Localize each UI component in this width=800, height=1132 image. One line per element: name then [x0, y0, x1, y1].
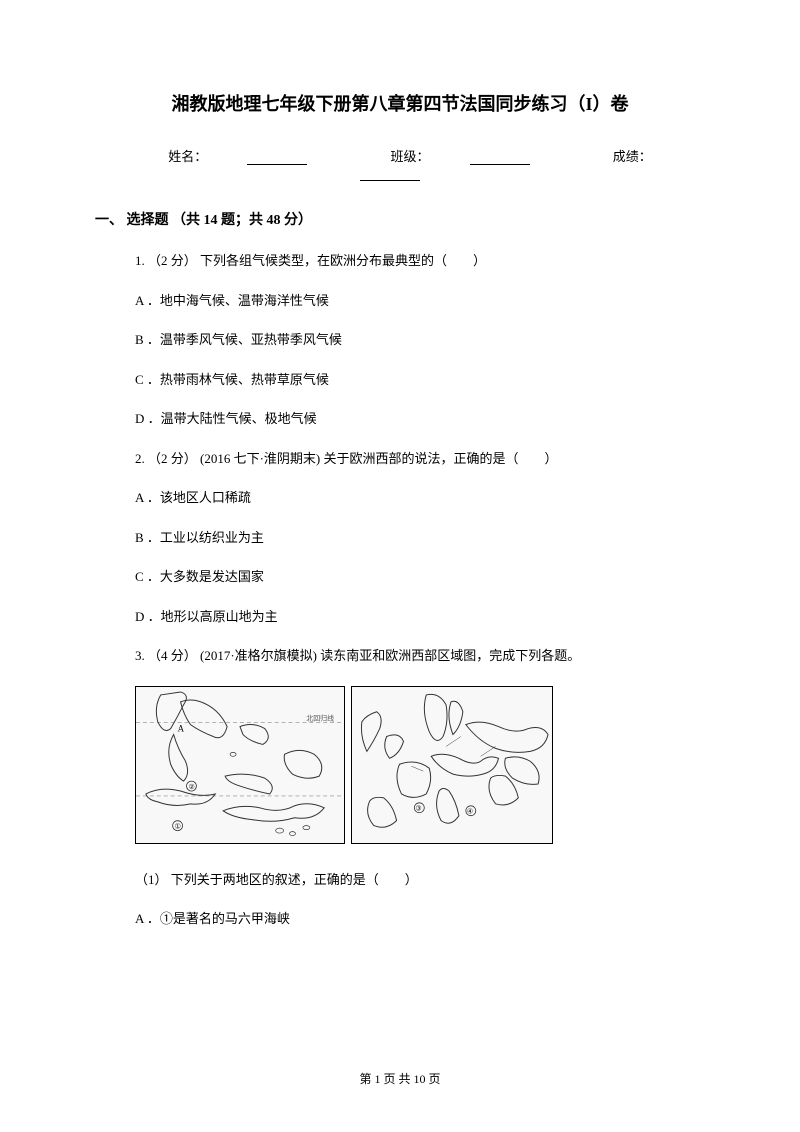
map-right-svg: ③ ④: [352, 687, 552, 843]
question-1-option-b: B ．温带季风气候、亚热带季风气候: [135, 330, 705, 350]
svg-text:④: ④: [467, 807, 473, 815]
page-footer: 第 1 页 共 10 页: [0, 1070, 800, 1087]
name-blank[interactable]: [247, 151, 307, 165]
map-western-europe: ③ ④: [351, 686, 553, 844]
map-container: 北回归线 A ② ①: [135, 686, 705, 844]
question-3-sub1: （1） 下列关于两地区的叙述，正确的是（ ）: [135, 870, 705, 890]
class-blank[interactable]: [470, 151, 530, 165]
question-2-option-d: D ．地形以高原山地为主: [135, 607, 705, 627]
student-info-row: 姓名： 班级： 成绩：: [95, 146, 705, 181]
page-title: 湘教版地理七年级下册第八章第四节法国同步练习（I）卷: [95, 90, 705, 116]
map-left-svg: 北回归线 A ② ①: [136, 687, 344, 843]
svg-text:A: A: [178, 723, 185, 733]
question-2-option-c: C ．大多数是发达国家: [135, 567, 705, 587]
question-3-option-a: A ．①是著名的马六甲海峡: [135, 909, 705, 929]
question-1-stem: 1. （2 分） 下列各组气候类型，在欧洲分布最典型的（ ）: [135, 251, 705, 271]
question-2-stem: 2. （2 分） (2016 七下·淮阴期末) 关于欧洲西部的说法，正确的是（ …: [135, 449, 705, 469]
question-1-option-c: C ．热带雨林气候、热带草原气候: [135, 370, 705, 390]
question-3-stem: 3. （4 分） (2017·准格尔旗模拟) 读东南亚和欧洲西部区域图，完成下列…: [135, 646, 705, 666]
svg-text:②: ②: [188, 783, 194, 791]
question-2-option-a: A ．该地区人口稀疏: [135, 488, 705, 508]
map-southeast-asia: 北回归线 A ② ①: [135, 686, 345, 844]
svg-text:北回归线: 北回归线: [306, 713, 334, 722]
question-1-option-d: D ．温带大陆性气候、极地气候: [135, 409, 705, 429]
name-label: 姓名：: [148, 149, 327, 164]
class-label: 班级：: [370, 149, 549, 164]
svg-text:③: ③: [415, 804, 421, 812]
score-blank[interactable]: [360, 167, 420, 181]
section-header: 一、 选择题 （共 14 题；共 48 分）: [95, 209, 705, 229]
question-1-option-a: A ．地中海气候、温带海洋性气候: [135, 291, 705, 311]
question-2-option-b: B ．工业以纺织业为主: [135, 528, 705, 548]
svg-text:①: ①: [175, 822, 181, 830]
